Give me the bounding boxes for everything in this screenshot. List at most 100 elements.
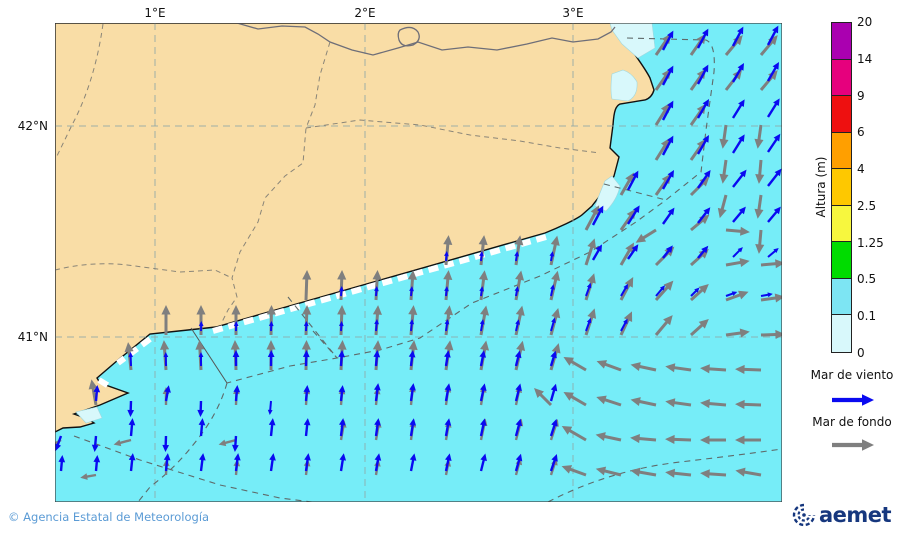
colorbar-tick-label: 0.1 [857, 309, 877, 324]
wind-arrow [479, 453, 487, 472]
wind-arrow [732, 169, 747, 188]
province-boundary-line [305, 119, 601, 154]
wind-arrow [303, 385, 311, 402]
wind-arrow [661, 135, 674, 156]
wind-arrow [514, 418, 523, 437]
wind-arrow [162, 435, 170, 452]
swell-arrow [665, 468, 692, 478]
wind-arrow [128, 352, 134, 367]
swell-arrow [760, 293, 785, 303]
wind-arrow [338, 385, 346, 402]
province-boundary-line [221, 41, 331, 323]
swell-arrow [717, 194, 728, 219]
swell-arrow [630, 397, 657, 407]
wind-arrow [409, 453, 417, 472]
zero-height-coastal-strip [212, 234, 547, 334]
colorbar-tick-label: 20 [857, 15, 873, 29]
swell-arrow [724, 35, 743, 56]
country-border-line [236, 22, 616, 56]
swell-arrow [665, 398, 692, 408]
swell-arrow [595, 432, 622, 442]
wind-arrow [374, 319, 380, 332]
colorbar-title: Altura (m) [814, 156, 828, 218]
wind-arrow [268, 418, 276, 437]
swell-arrow [665, 363, 692, 373]
swell-arrow [630, 434, 657, 444]
longitude-tick-label: 2°E [354, 6, 376, 20]
wind-arrow [767, 248, 779, 258]
wind-arrow [374, 418, 381, 437]
latitude-tick-label: 41°N [17, 330, 48, 344]
wind-arrow [732, 206, 746, 223]
colorbar-segment [832, 278, 851, 316]
swell-arrow [635, 228, 657, 243]
wind-arrow [696, 98, 709, 119]
wind-arrow [725, 291, 738, 297]
low-wave-bay [610, 69, 638, 102]
colorbar-segment [832, 23, 851, 60]
swell-arrow [654, 280, 674, 302]
province-boundary-line [55, 23, 104, 159]
wind-arrow [409, 286, 414, 297]
wind-arrow [374, 383, 381, 402]
wind-arrow [626, 170, 639, 191]
wind-arrow [514, 383, 522, 402]
wind-arrow [269, 453, 276, 472]
wind-sea-arrow-icon [822, 391, 886, 409]
swell-arrow [596, 360, 622, 372]
wind-arrow [591, 244, 602, 261]
legend-wind-arrow [832, 394, 874, 406]
wind-arrow [233, 321, 239, 332]
wind-arrow [408, 350, 416, 367]
wind-arrow [267, 350, 275, 367]
wind-arrow [268, 321, 274, 332]
wind-arrow [627, 244, 639, 260]
wind-arrow [515, 319, 520, 332]
wind-arrow [127, 400, 135, 417]
swell-arrow [563, 357, 587, 372]
aemet-logo-text: aemet [819, 503, 892, 527]
swell-arrow [80, 473, 97, 480]
swell-arrow [735, 364, 762, 374]
colorbar-tick-label: 9 [857, 88, 865, 103]
wind-arrow [409, 319, 415, 332]
wind-arrow [479, 350, 487, 367]
wind-arrow [620, 283, 628, 297]
coastal-division-line [190, 327, 228, 384]
wind-arrow [409, 418, 417, 437]
wind-arrow [550, 284, 555, 297]
wind-arrow [514, 350, 522, 367]
wind-arrow [767, 133, 781, 153]
swell-arrow [719, 124, 729, 149]
swell-arrow [759, 35, 778, 56]
wind-arrow [549, 251, 555, 262]
wind-arrow [585, 282, 592, 297]
swell-arrow [630, 362, 657, 372]
wind-arrow [479, 383, 487, 402]
wind-arrow [444, 453, 452, 472]
wind-arrow [302, 350, 310, 367]
wind-arrow [338, 321, 344, 332]
wind-arrow [54, 435, 63, 452]
wind-arrow [233, 385, 241, 402]
swell-arrow [619, 277, 634, 301]
wind-arrow [549, 383, 558, 402]
wind-arrow [549, 453, 558, 472]
wind-arrow [232, 435, 239, 452]
wind-arrow [339, 286, 344, 297]
longitude-tick-label: 1°E [144, 6, 166, 20]
zero-height-coastal-strip [116, 336, 152, 366]
wind-arrow [697, 245, 709, 259]
wind-arrow [267, 400, 273, 415]
swell-arrow [755, 229, 765, 254]
wind-arrow [198, 321, 204, 332]
wind-arrow [661, 100, 674, 121]
wave-height-colorbar [831, 22, 852, 353]
wind-arrow [767, 206, 781, 223]
swell-arrow [700, 435, 726, 445]
swell-arrow [725, 226, 750, 236]
wind-arrow [128, 453, 136, 472]
swell-arrow [595, 466, 622, 477]
country-border-line [397, 26, 420, 47]
